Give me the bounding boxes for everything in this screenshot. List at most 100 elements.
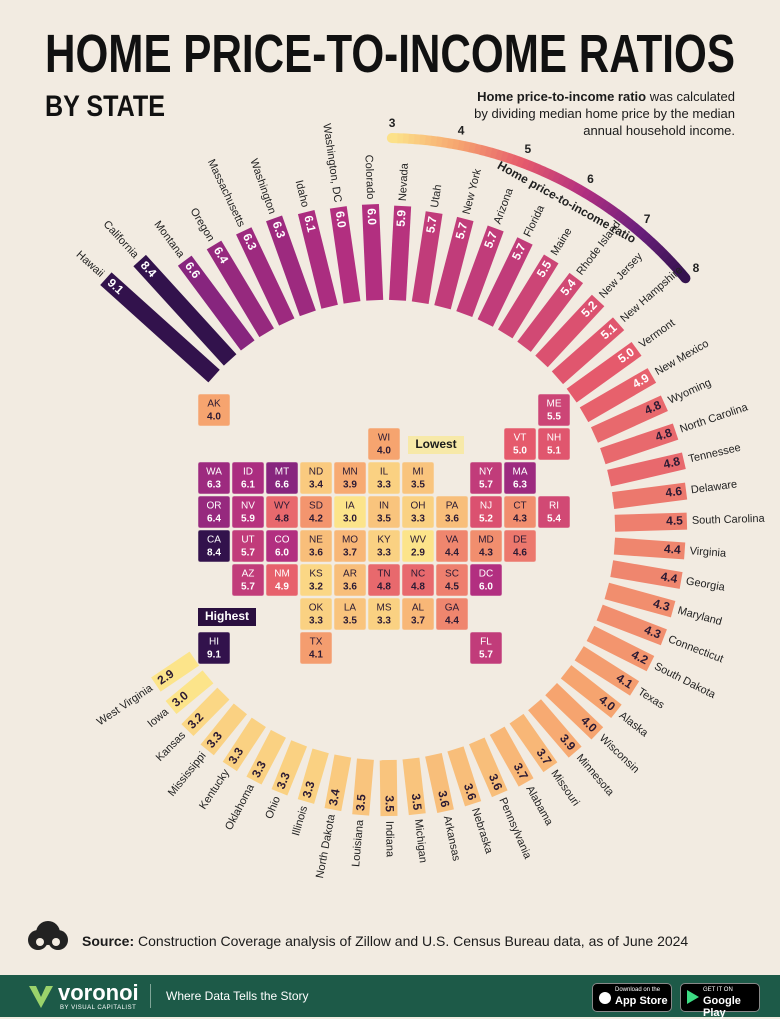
colorbar-segment xyxy=(642,234,646,238)
state-name: Wisconsin xyxy=(597,732,642,775)
state-value: 3.3 xyxy=(411,514,425,525)
colorbar-segment xyxy=(625,220,630,224)
colorbar-segment xyxy=(616,213,621,216)
google-play-small: GET IT ON xyxy=(703,987,733,993)
state-value: 3.6 xyxy=(445,514,459,525)
tagline: Where Data Tells the Story xyxy=(166,989,309,1003)
state-abbr: VT xyxy=(514,433,527,444)
state-abbr: AK xyxy=(207,399,221,410)
state-value: 2.9 xyxy=(411,548,425,559)
colorbar-tick-label: 8 xyxy=(693,261,700,275)
state-value: 6.4 xyxy=(207,514,221,525)
state-abbr: AZ xyxy=(242,569,255,580)
colorbar-segment xyxy=(651,242,655,246)
state-value: 4.0 xyxy=(377,446,391,457)
state-value: 6.3 xyxy=(207,480,221,491)
colorbar-segment xyxy=(507,158,513,160)
colorbar-segment xyxy=(554,176,559,179)
colorbar-segment xyxy=(469,147,475,148)
state-value: 5.5 xyxy=(547,412,561,423)
state-name: Kansas xyxy=(154,729,189,764)
state-name: Washington, DC xyxy=(320,123,343,204)
state-name: Missouri xyxy=(548,768,581,808)
colorbar-tick-label: 5 xyxy=(525,142,532,156)
state-name: Maine xyxy=(549,226,575,258)
state-value: 3.3 xyxy=(377,548,391,559)
state-abbr: MD xyxy=(478,535,494,546)
state-abbr: UT xyxy=(241,535,254,546)
state-value: 4.4 xyxy=(445,616,459,627)
footer: voronoi BY VISUAL CAPITALIST Where Data … xyxy=(0,975,780,1017)
state-abbr: NJ xyxy=(480,501,492,512)
state-name: Minnesota xyxy=(574,752,617,799)
state-value: 4.2 xyxy=(309,514,323,525)
colorbar-segment xyxy=(442,142,448,143)
state-abbr: MT xyxy=(275,467,289,478)
highest-label: Highest xyxy=(205,609,249,623)
colorbar-segment xyxy=(475,148,481,149)
state-abbr: MS xyxy=(377,603,392,614)
lowest-label: Lowest xyxy=(415,437,456,451)
state-name: Mississippi xyxy=(166,750,209,799)
colorbar-segment xyxy=(569,184,574,187)
divider xyxy=(150,984,151,1008)
state-abbr: WI xyxy=(378,433,390,444)
state-value: 3.3 xyxy=(377,616,391,627)
state-name: South Dakota xyxy=(652,660,718,701)
state-name: Hawaii xyxy=(74,249,107,280)
note-bold: Home price-to-income ratio xyxy=(477,89,646,104)
state-name: Oregon xyxy=(187,206,216,244)
state-abbr: AL xyxy=(412,603,425,614)
state-abbr: WA xyxy=(206,467,222,478)
bar-value-label: 3.5 xyxy=(409,793,425,811)
state-abbr: ME xyxy=(547,399,562,410)
source-icon xyxy=(28,921,68,950)
state-name: Tennessee xyxy=(687,442,742,466)
state-name: Kentucky xyxy=(197,767,232,812)
state-value: 3.6 xyxy=(343,582,357,593)
colorbar-segment xyxy=(634,227,639,231)
state-name: Arkansas xyxy=(441,815,462,863)
colorbar-segment xyxy=(464,146,470,147)
state-value: 3.3 xyxy=(377,480,391,491)
state-name: Texas xyxy=(636,686,667,712)
app-store-badge[interactable]: Download on the App Store xyxy=(592,983,672,1012)
state-abbr: IL xyxy=(380,467,389,478)
bar-value-label: 6.0 xyxy=(364,208,379,226)
state-value: 3.5 xyxy=(343,616,357,627)
state-abbr: MO xyxy=(342,535,358,546)
state-abbr: DE xyxy=(513,535,527,546)
state-value: 5.7 xyxy=(479,480,493,491)
state-abbr: CA xyxy=(207,535,221,546)
state-abbr: IN xyxy=(379,501,389,512)
colorbar-segment xyxy=(533,167,538,169)
colorbar-segment xyxy=(425,140,431,141)
colorbar-segment xyxy=(602,204,607,207)
state-abbr: AR xyxy=(343,569,357,580)
state-name: Illinois xyxy=(290,804,310,837)
colorbar-segment xyxy=(447,143,453,144)
state-abbr: VA xyxy=(446,535,459,546)
state-value: 3.0 xyxy=(343,514,357,525)
state-value: 4.4 xyxy=(445,548,459,559)
play-icon xyxy=(686,989,700,1005)
state-abbr: FL xyxy=(480,637,492,648)
state-name: Massachusetts xyxy=(205,157,247,229)
google-play-badge[interactable]: GET IT ON Google Play xyxy=(680,983,760,1012)
bar-value-label: 4.5 xyxy=(666,513,683,527)
state-value: 5.7 xyxy=(241,548,255,559)
colorbar-segment xyxy=(583,192,588,195)
colorbar-segment xyxy=(486,151,492,153)
colorbar-segment xyxy=(579,189,584,192)
state-name: Michigan xyxy=(412,818,429,863)
state-name: North Carolina xyxy=(678,401,750,435)
state-abbr: TX xyxy=(310,637,323,648)
state-value: 5.1 xyxy=(547,446,561,457)
state-abbr: NY xyxy=(479,467,493,478)
colorbar-segment xyxy=(629,224,634,228)
state-value: 5.4 xyxy=(547,514,561,525)
state-name: North Dakota xyxy=(314,813,338,880)
state-value: 4.9 xyxy=(275,582,289,593)
